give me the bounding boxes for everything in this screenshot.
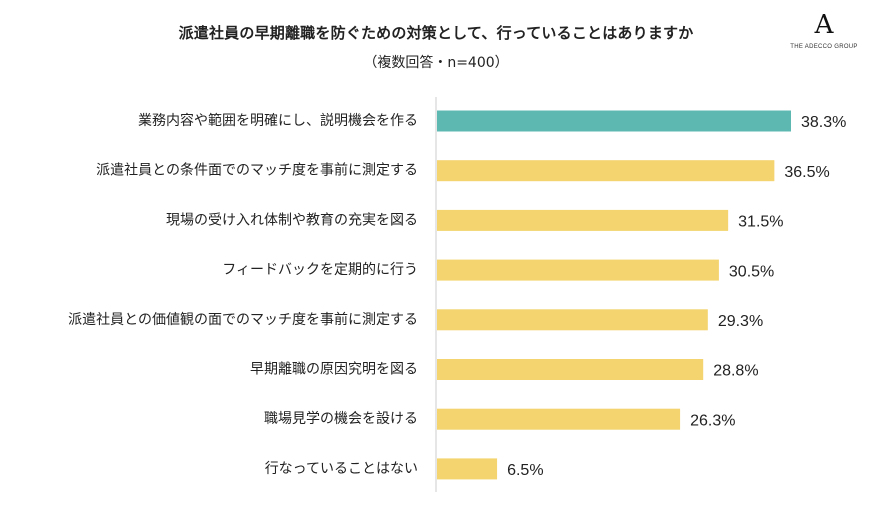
category-label: 早期離職の原因究明を図る — [250, 361, 418, 378]
category-label: 職場見学の機会を設ける — [264, 411, 418, 427]
value-label: 6.5% — [507, 462, 543, 479]
bar — [437, 259, 719, 281]
chart-title: 派遣社員の早期離職を防ぐための対策として、行っていることはありますか — [178, 24, 694, 42]
bar — [437, 160, 775, 182]
category-label: 現場の受け入れ体制や教育の充実を図る — [166, 212, 418, 228]
value-label: 38.3% — [801, 114, 846, 131]
category-label: フィードバックを定期的に行う — [222, 262, 418, 278]
value-label: 30.5% — [729, 263, 774, 280]
logo-mark: A — [814, 10, 834, 40]
value-label: 29.3% — [718, 313, 763, 330]
bar — [437, 110, 791, 132]
bar — [437, 209, 729, 231]
value-label: 31.5% — [738, 214, 783, 231]
category-label: 派遣社員との条件面でのマッチ度を事前に測定する — [96, 162, 418, 179]
category-label: 業務内容や範囲を明確にし、説明機会を作る — [138, 112, 418, 129]
logo-text: THE ADECCO GROUP — [790, 44, 858, 50]
value-label: 26.3% — [690, 412, 735, 429]
bar — [437, 359, 704, 380]
value-label: 36.5% — [784, 164, 829, 181]
category-label: 行なっていることはない — [265, 461, 418, 477]
adecco-logo: A THE ADECCO GROUP — [784, 10, 864, 60]
chart-subtitle: （複数回答・n=400） — [363, 55, 509, 71]
value-label: 28.8% — [713, 363, 758, 380]
category-label: 派遣社員との価値観の面でのマッチ度を事前に測定する — [68, 311, 418, 328]
bar — [437, 408, 681, 430]
bar — [437, 309, 708, 331]
bar — [437, 458, 498, 480]
